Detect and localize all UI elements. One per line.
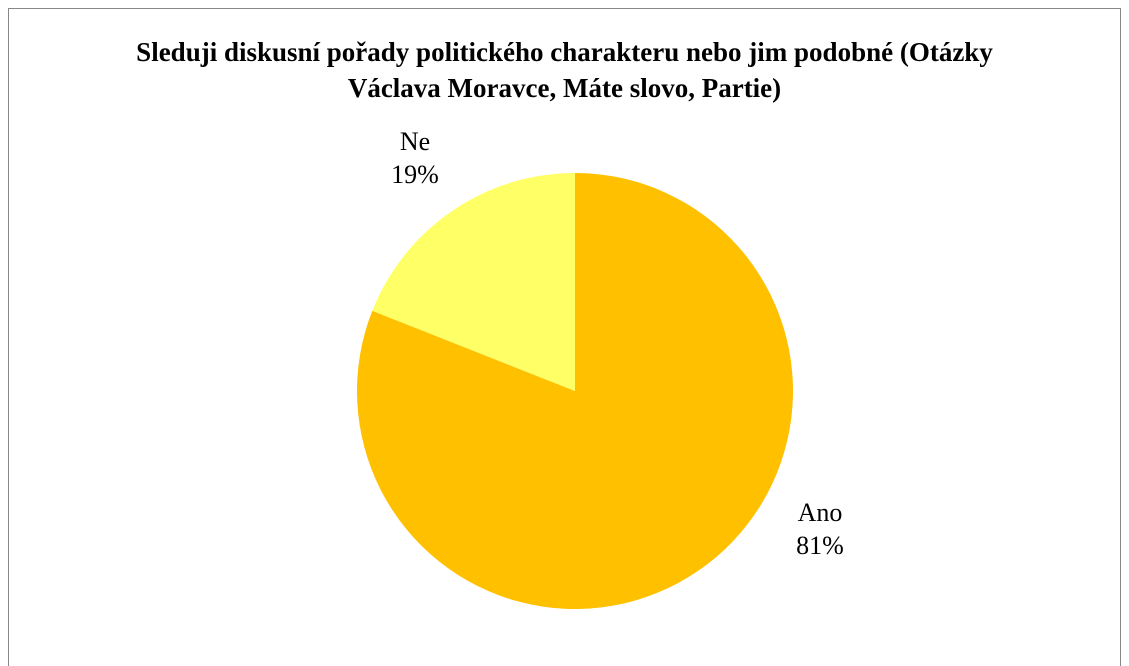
chart-title: Sleduji diskusní pořady politického char… (136, 37, 993, 103)
slice-label: Ne (400, 127, 430, 156)
pie-slice (372, 173, 575, 391)
slice-label: Ano (798, 498, 843, 527)
chart-border (8, 8, 1121, 666)
slice-value-label: 81% (796, 531, 844, 560)
slice-value-label: 19% (391, 160, 439, 189)
